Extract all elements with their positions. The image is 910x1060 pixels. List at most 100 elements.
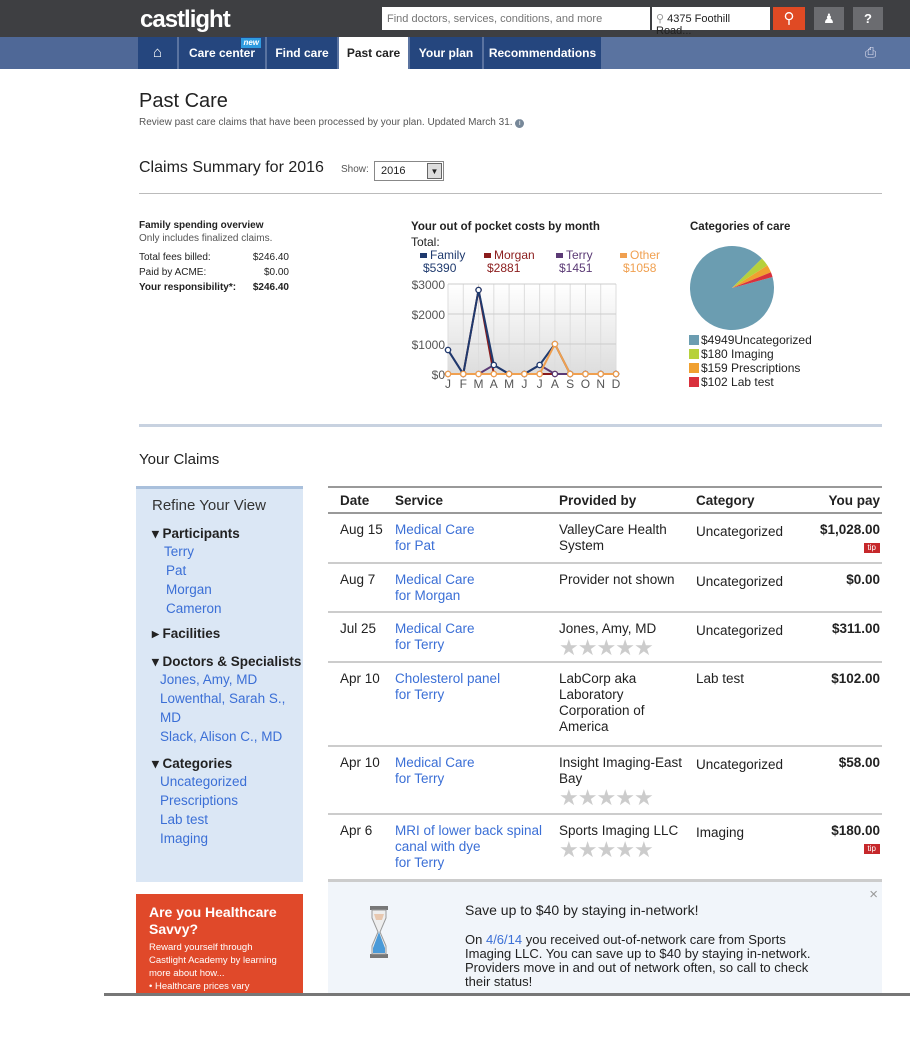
year-select[interactable]: 2016 ▼ <box>374 161 444 181</box>
rating-stars[interactable]: ★★★★★ <box>559 637 684 659</box>
data-point[interactable] <box>490 370 498 378</box>
data-point[interactable] <box>521 370 528 378</box>
category-filter[interactable]: Uncategorized <box>160 774 248 789</box>
service-link[interactable]: Medical Care <box>395 755 475 770</box>
doctor-filter[interactable]: Lowenthal, Sarah S., MD <box>160 691 286 725</box>
tab-your-plan[interactable]: Your plan <box>410 37 483 69</box>
category-filter[interactable]: Prescriptions <box>160 793 239 808</box>
participant-link[interactable]: for Terry <box>395 687 445 702</box>
data-point[interactable] <box>536 370 543 378</box>
doctors-toggle[interactable]: ▾ Doctors & Specialists <box>152 654 302 669</box>
participant-filter-cameron[interactable]: Cameron <box>166 601 222 616</box>
tip-date-link[interactable]: 4/6/14 <box>485 932 523 947</box>
data-point[interactable] <box>536 361 543 369</box>
claims-summary-title: Claims Summary for 2016 <box>139 159 324 176</box>
pie-slice[interactable] <box>732 258 768 288</box>
star-icon[interactable]: ★ <box>633 635 654 660</box>
tab-recommendations[interactable]: Recommendations <box>484 37 602 69</box>
provider-cell: LabCorp aka Laboratory Corporation of Am… <box>547 662 684 747</box>
tab-care-center[interactable]: Care center new <box>179 37 266 69</box>
location-input[interactable]: ⚲ 4375 Foothill Road... <box>652 7 770 37</box>
star-icon[interactable]: ★ <box>577 785 598 810</box>
account-button[interactable]: ♟ <box>814 7 844 30</box>
tab-past-care[interactable]: Past care <box>339 37 409 69</box>
data-point[interactable] <box>444 346 452 354</box>
tab-find-care[interactable]: Find care <box>267 37 338 69</box>
participants-toggle[interactable]: ▾ Participants <box>152 526 240 541</box>
castlight-logo[interactable]: castlight <box>140 6 231 33</box>
data-point[interactable] <box>475 370 482 378</box>
data-point[interactable] <box>505 370 513 378</box>
legend-swatch <box>689 377 699 387</box>
rating-stars[interactable]: ★★★★★ <box>559 839 684 861</box>
you-pay-cell: $58.00 <box>797 746 882 815</box>
rating-stars[interactable]: ★★★★★ <box>559 787 684 809</box>
print-icon[interactable]: ⎙ <box>865 44 877 60</box>
service-link[interactable]: Medical Care <box>395 621 475 636</box>
star-icon[interactable]: ★ <box>559 785 579 810</box>
search-icon: ⚲ <box>783 10 795 27</box>
legend-swatch <box>556 253 563 259</box>
healthcare-savvy-promo[interactable]: Are you Healthcare Savvy? Reward yoursel… <box>136 894 303 994</box>
column-header[interactable]: You pay <box>797 486 882 514</box>
doctor-filter[interactable]: Jones, Amy, MD <box>160 672 258 687</box>
tip-badge[interactable]: tip <box>863 543 880 553</box>
data-point[interactable] <box>551 340 559 348</box>
participant-link[interactable]: for Terry <box>395 771 445 786</box>
page-title: Past Care <box>139 90 228 112</box>
pie-slice[interactable] <box>732 265 771 288</box>
participant-filter-pat[interactable]: Pat <box>166 563 187 578</box>
column-header[interactable]: Provided by <box>547 486 684 514</box>
search-input[interactable] <box>382 7 650 30</box>
participant-link[interactable]: for Morgan <box>395 588 461 603</box>
close-icon[interactable]: × <box>869 886 878 903</box>
doctor-filter[interactable]: Slack, Alison C., MD <box>160 729 283 744</box>
service-link[interactable]: MRI of lower back spinal canal with dye <box>395 823 543 854</box>
search-button[interactable]: ⚲ <box>773 7 805 30</box>
star-icon[interactable]: ★ <box>633 785 654 810</box>
category-filter[interactable]: Lab test <box>160 812 209 827</box>
service-link[interactable]: Medical Care <box>395 572 475 587</box>
star-icon[interactable]: ★ <box>559 837 579 862</box>
star-icon[interactable]: ★ <box>596 635 616 660</box>
participant-filter-morgan[interactable]: Morgan <box>166 582 212 597</box>
participant-link[interactable]: for Terry <box>395 637 445 652</box>
home-tab[interactable]: ⌂ <box>138 37 178 69</box>
help-button[interactable]: ? <box>853 7 883 30</box>
service-link[interactable]: Medical Care <box>395 522 475 537</box>
show-label: Show: <box>341 164 369 175</box>
participant-link[interactable]: for Terry <box>395 855 445 870</box>
date-cell: Apr 6 <box>328 814 383 881</box>
data-point[interactable] <box>612 370 620 378</box>
star-icon[interactable]: ★ <box>559 635 579 660</box>
star-icon[interactable]: ★ <box>596 837 616 862</box>
participant-link[interactable]: for Pat <box>395 538 435 553</box>
column-header[interactable]: Service <box>383 486 547 514</box>
categories-toggle[interactable]: ▾ Categories <box>152 756 233 771</box>
data-point[interactable] <box>460 370 467 378</box>
star-icon[interactable]: ★ <box>596 785 616 810</box>
facilities-toggle[interactable]: ▸ Facilities <box>152 626 221 641</box>
star-icon[interactable]: ★ <box>615 635 635 660</box>
service-link[interactable]: Cholesterol panel <box>395 671 501 686</box>
info-icon[interactable]: i <box>515 119 525 128</box>
data-point[interactable] <box>582 370 589 378</box>
star-icon[interactable]: ★ <box>615 837 635 862</box>
data-point[interactable] <box>444 370 452 378</box>
column-header[interactable]: Category <box>684 486 798 514</box>
column-header[interactable]: Date <box>328 486 383 514</box>
data-point[interactable] <box>566 370 574 378</box>
data-point[interactable] <box>551 370 559 378</box>
data-point[interactable] <box>597 370 604 378</box>
participant-filter-terry[interactable]: Terry <box>164 544 194 559</box>
pie-slice[interactable] <box>732 272 773 288</box>
provider-cell: ValleyCare Health System <box>547 513 684 564</box>
data-point[interactable] <box>490 361 498 369</box>
tip-badge[interactable]: tip <box>863 844 880 854</box>
data-point[interactable] <box>475 286 482 294</box>
star-icon[interactable]: ★ <box>577 635 598 660</box>
category-filter[interactable]: Imaging <box>160 831 209 846</box>
star-icon[interactable]: ★ <box>577 837 598 862</box>
star-icon[interactable]: ★ <box>633 837 654 862</box>
star-icon[interactable]: ★ <box>615 785 635 810</box>
